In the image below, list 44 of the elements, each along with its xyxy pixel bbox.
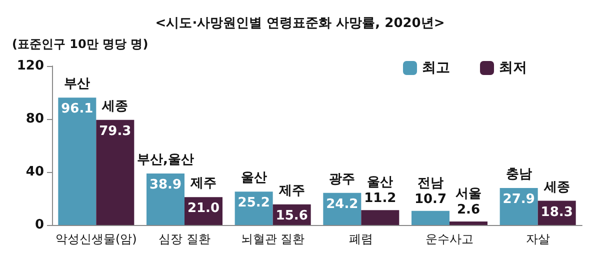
bar: [361, 210, 400, 225]
annotation: 광주: [329, 172, 356, 187]
annotation: 전남: [418, 176, 444, 191]
chart-title: <시도·사망원인별 연령표준화 사망률, 2020년>: [155, 16, 445, 31]
x-tick-label: 심장 질환: [158, 232, 210, 246]
x-tick-label: 폐렴: [349, 232, 374, 246]
annotation: 서울: [456, 186, 482, 202]
x-tick-label: 뇌혈관 질환: [240, 232, 305, 246]
data-label: 2.6: [456, 202, 480, 218]
annotation: 제주: [190, 176, 216, 192]
annotation: 울산: [240, 170, 267, 186]
data-label: 27.9: [502, 192, 535, 208]
data-label: 79.3: [99, 124, 132, 139]
x-tick-label: 운수사고: [426, 232, 474, 246]
y-tick-label: 0: [34, 218, 44, 232]
y-tick-label: 40: [26, 164, 44, 180]
bar: [58, 98, 96, 225]
annotation: 울산: [367, 175, 394, 190]
annotation: 세종: [101, 98, 128, 114]
data-label: 38.9: [149, 177, 182, 192]
y-axis-title: (표준인구 10만 명당 명): [12, 37, 148, 51]
data-label: 11.2: [364, 191, 396, 206]
annotation: 제주: [278, 183, 305, 198]
bar: [146, 173, 184, 225]
annotation: 충남: [506, 167, 532, 182]
data-label: 25.2: [238, 196, 270, 211]
y-tick-label: 80: [26, 112, 44, 126]
annotation: 부산,울산: [137, 152, 194, 168]
bar: [450, 222, 488, 225]
data-label: 24.2: [326, 196, 358, 212]
legend-label: 최고: [422, 60, 450, 76]
data-label: 21.0: [187, 201, 220, 216]
data-label: 10.7: [414, 192, 447, 207]
annotation: 부산: [64, 76, 90, 92]
data-label: 96.1: [61, 102, 94, 117]
x-tick-label: 악성신생물(암): [55, 232, 137, 246]
x-tick-label: 자살: [526, 232, 550, 246]
data-label: 18.3: [540, 204, 573, 220]
bar: [96, 120, 134, 225]
annotation: 세종: [542, 180, 570, 195]
y-tick-label: 120: [16, 58, 44, 74]
bar: [412, 210, 450, 225]
data-label: 15.6: [276, 208, 308, 224]
legend-label: 최저: [499, 60, 527, 76]
